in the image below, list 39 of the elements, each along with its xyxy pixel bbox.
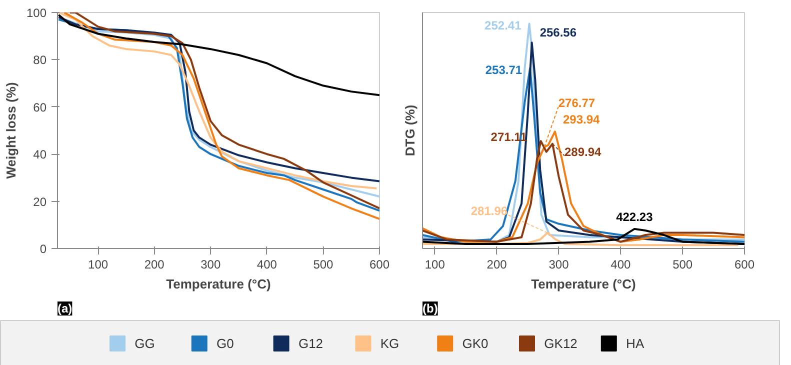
y-axis-title: DTG (%) [402,104,418,156]
line-series [58,14,380,96]
x-tick-label: 600 [369,258,390,272]
y-tick-label: 60 [33,100,47,114]
x-tick-label: 200 [144,258,165,272]
y-axis-title: Weight loss (%) [3,82,18,179]
legend-label: G12 [298,336,324,351]
y-tick-label: 20 [33,194,47,209]
legend-label: G0 [216,336,234,351]
x-tick-label: 500 [672,258,693,272]
x-tick-label: 300 [200,258,221,272]
y-tick-label: 80 [33,53,47,68]
annotation: 252.41 [484,18,522,33]
legend-label: GG [134,336,155,351]
legend-label: KG [380,336,400,351]
y-tick-label: 100 [26,6,47,20]
text: (a) [58,302,72,316]
y-tick-label: 40 [33,148,47,162]
x-tick-label: 100 [424,258,446,272]
annotation: 276.77 [558,96,596,110]
annotation: 253.71 [485,63,522,78]
x-tick-label: 500 [313,258,334,272]
x-tick-label: 400 [610,258,631,272]
x-tick-label: 400 [256,258,278,272]
y-tick-label: 0 [40,242,47,256]
annotation: 293.94 [562,112,600,127]
x-axis-title: Temperature (°C) [166,276,271,292]
x-tick-label: 600 [734,258,755,272]
x-tick-label: 100 [88,258,108,272]
x-tick-label: 300 [548,258,570,272]
legend-label: HA [626,336,644,351]
x-axis-title: Temperature (°C) [531,276,636,292]
x-tick-label: 200 [486,258,508,272]
legend-label: GK12 [544,336,578,351]
annotation: 256.56 [540,26,577,40]
legend-label: GK0 [462,336,488,351]
annotation: 289.94 [564,144,602,159]
text: (b) [422,302,438,316]
annotation: 422.23 [616,210,654,224]
